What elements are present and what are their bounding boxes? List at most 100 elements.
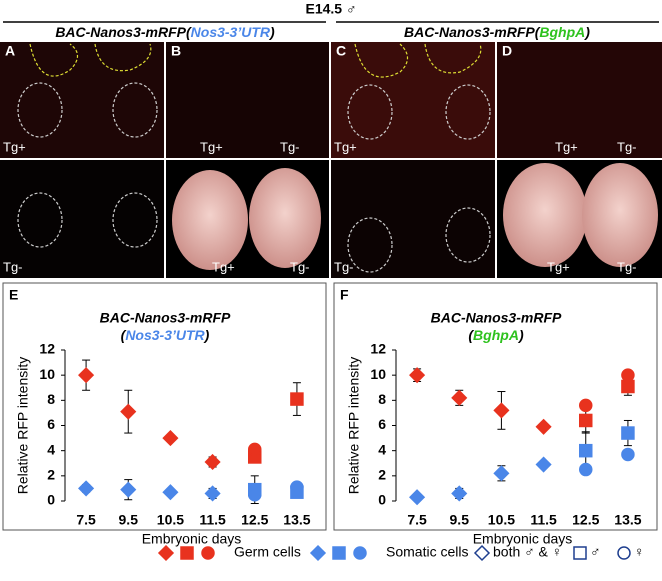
x-tick-label: 11.5 xyxy=(530,512,557,528)
x-tick-label: 7.5 xyxy=(76,512,96,528)
embryo xyxy=(582,163,658,267)
x-tick-label: 9.5 xyxy=(119,512,139,528)
marker xyxy=(409,367,426,384)
embryo xyxy=(503,163,587,267)
photo-label: Tg+ xyxy=(200,139,223,154)
photo-label: Tg- xyxy=(617,139,637,154)
marker xyxy=(78,367,95,384)
title-highlight: Nos3-3’UTR xyxy=(191,24,271,40)
y-tick-label: 2 xyxy=(47,467,55,483)
chart-title: BAC-Nanos3-mRFP xyxy=(431,310,562,326)
figure-title: E14.5 ♂ xyxy=(306,1,357,17)
marker xyxy=(162,484,179,501)
legend-label: ♀ xyxy=(634,544,645,560)
y-tick-label: 4 xyxy=(378,441,386,457)
marker xyxy=(201,546,215,560)
subtitle-part: ( xyxy=(121,327,127,343)
charts: EBAC-Nanos3-mRFP(Nos3-3’UTR)024681012Rel… xyxy=(2,282,658,547)
x-axis-label: Embryonic days xyxy=(473,531,573,547)
y-tick-label: 8 xyxy=(47,391,55,407)
legend-label: ♂ xyxy=(590,544,601,560)
y-tick-label: 10 xyxy=(370,366,386,382)
y-tick-label: 6 xyxy=(378,416,386,432)
photos: A B C D Tg+ Tg- Tg+ Tg- Tg+ Tg- Tg+ Tg- … xyxy=(0,42,662,278)
subtitle-part: BghpA xyxy=(473,327,519,343)
chart-frame xyxy=(2,282,327,531)
marker xyxy=(248,487,262,502)
title-part: BAC-Nanos3-mRFP( xyxy=(404,24,541,40)
marker xyxy=(248,442,262,457)
y-tick-label: 12 xyxy=(370,341,386,357)
photo xyxy=(331,160,495,278)
x-tick-label: 13.5 xyxy=(614,512,641,528)
title-part: BAC-Nanos3-mRFP( xyxy=(55,24,192,40)
marker xyxy=(290,480,304,494)
chart-subtitle: (BghpA) xyxy=(468,327,524,343)
subtitle-part: Nos3-3’UTR xyxy=(125,327,205,343)
marker xyxy=(204,485,221,502)
photo-label: Tg- xyxy=(617,259,637,274)
y-tick-label: 4 xyxy=(47,441,55,457)
photo-label: Tg+ xyxy=(212,259,235,274)
x-tick-label: 10.5 xyxy=(488,512,515,528)
marker xyxy=(290,392,304,406)
marker xyxy=(409,489,426,506)
x-tick-label: 11.5 xyxy=(199,512,226,528)
y-axis-label: Relative RFP intensity xyxy=(346,357,362,494)
legend-label: both ♂ & ♀ xyxy=(493,544,562,560)
marker xyxy=(309,544,327,562)
photo xyxy=(331,42,495,158)
marker xyxy=(535,418,552,435)
chart-letter: E xyxy=(9,287,18,303)
y-axis-label: Relative RFP intensity xyxy=(15,357,31,494)
panel-letter: A xyxy=(5,43,15,59)
photo-label: Tg- xyxy=(280,139,300,154)
panel-letter: D xyxy=(502,43,512,59)
marker xyxy=(573,546,587,560)
marker xyxy=(579,462,593,477)
title-highlight: BghpA xyxy=(539,24,585,40)
marker xyxy=(535,456,552,473)
y-tick-label: 10 xyxy=(39,366,55,382)
marker xyxy=(579,443,593,458)
x-tick-label: 12.5 xyxy=(241,512,268,528)
marker xyxy=(493,465,510,482)
x-tick-label: 7.5 xyxy=(407,512,427,528)
photo-label: Tg+ xyxy=(3,139,26,154)
y-tick-label: 12 xyxy=(39,341,55,357)
x-tick-label: 13.5 xyxy=(283,512,310,528)
subtitle-part: ) xyxy=(517,327,524,343)
photo xyxy=(0,160,164,278)
embryo xyxy=(249,168,321,268)
x-axis-label: Embryonic days xyxy=(142,531,242,547)
marker xyxy=(579,413,593,428)
marker xyxy=(621,426,635,440)
outlines xyxy=(17,43,491,273)
legend-label: Germ cells xyxy=(234,544,301,560)
y-tick-label: 2 xyxy=(378,467,386,483)
chart-subtitle: (Nos3-3’UTR) xyxy=(121,327,210,343)
chart: F BAC-Nanos3-mRFP(BghpA) 0 2 4 6 8 10 12 Relative… xyxy=(333,282,658,547)
photo-label: Tg+ xyxy=(334,139,357,154)
subtitle-part: ( xyxy=(468,327,474,343)
marker xyxy=(621,447,635,462)
photo-label: Tg+ xyxy=(555,139,578,154)
marker xyxy=(332,546,346,560)
marker xyxy=(353,546,367,560)
photo-label: Tg- xyxy=(334,259,354,274)
x-tick-label: 9.5 xyxy=(450,512,470,528)
chart: E BAC-Nanos3-mRFP(Nos3-3’UTR) 0 2 4 6 8 10 12 Rel… xyxy=(2,282,327,547)
title-part: ) xyxy=(268,24,275,40)
marker xyxy=(473,544,491,562)
y-tick-label: 6 xyxy=(47,416,55,432)
panel-letter: B xyxy=(171,43,181,59)
title-part: ) xyxy=(583,24,590,40)
marker xyxy=(120,403,137,420)
marker xyxy=(157,544,175,562)
marker xyxy=(621,379,635,394)
marker xyxy=(451,389,468,406)
marker xyxy=(204,453,221,471)
y-tick-label: 8 xyxy=(378,391,386,407)
